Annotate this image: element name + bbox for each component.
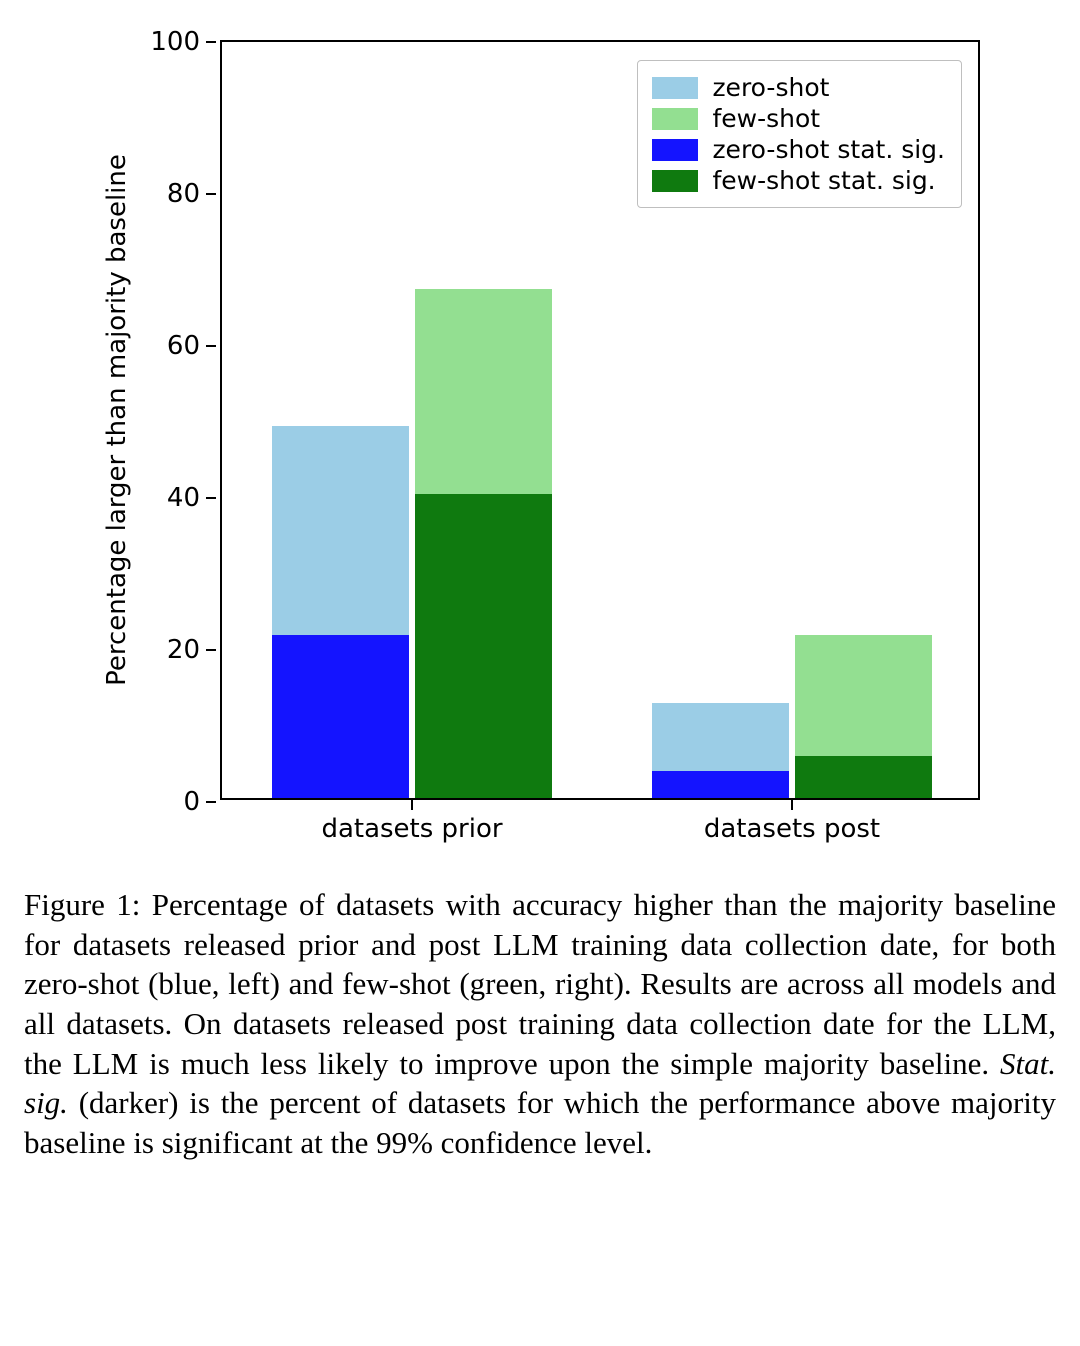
legend-swatch: [652, 170, 698, 192]
y-tick: [206, 649, 216, 651]
y-tick-label: 0: [140, 787, 200, 817]
x-tick: [791, 800, 793, 810]
y-tick: [206, 193, 216, 195]
legend-label: few-shot: [712, 104, 820, 133]
caption-body-b: (darker) is the percent of datasets for …: [24, 1085, 1056, 1160]
bar-few-shot-sig: [795, 756, 932, 798]
chart-container: Percentage larger than majority baseline…: [90, 40, 990, 800]
bar-zero-shot-sig: [652, 771, 789, 798]
y-tick: [206, 497, 216, 499]
legend-swatch: [652, 139, 698, 161]
bar-zero-shot-sig: [272, 635, 409, 798]
y-tick-label: 100: [140, 27, 200, 57]
y-tick-label: 40: [140, 483, 200, 513]
x-tick-label: datasets prior: [321, 814, 502, 844]
x-tick: [411, 800, 413, 810]
legend-label: few-shot stat. sig.: [712, 166, 935, 195]
caption-prefix: Figure 1:: [24, 887, 152, 922]
legend-swatch: [652, 108, 698, 130]
legend: zero-shotfew-shotzero-shot stat. sig.few…: [637, 60, 962, 208]
legend-label: zero-shot stat. sig.: [712, 135, 945, 164]
y-tick-label: 80: [140, 179, 200, 209]
figure: Percentage larger than majority baseline…: [20, 40, 1060, 1163]
y-tick: [206, 345, 216, 347]
figure-caption: Figure 1: Percentage of datasets with ac…: [20, 885, 1060, 1163]
y-tick: [206, 41, 216, 43]
y-tick-label: 20: [140, 635, 200, 665]
legend-item: few-shot stat. sig.: [652, 166, 945, 195]
caption-body-a: Percentage of datasets with accuracy hig…: [24, 887, 1056, 1081]
legend-item: zero-shot stat. sig.: [652, 135, 945, 164]
bar-few-shot-sig: [415, 494, 552, 798]
y-axis-label: Percentage larger than majority baseline: [102, 154, 132, 686]
y-tick-label: 60: [140, 331, 200, 361]
legend-item: few-shot: [652, 104, 945, 133]
legend-swatch: [652, 77, 698, 99]
x-tick-label: datasets post: [704, 814, 880, 844]
legend-item: zero-shot: [652, 73, 945, 102]
plot-area: Percentage larger than majority baseline…: [220, 40, 980, 800]
y-tick: [206, 801, 216, 803]
legend-label: zero-shot: [712, 73, 829, 102]
